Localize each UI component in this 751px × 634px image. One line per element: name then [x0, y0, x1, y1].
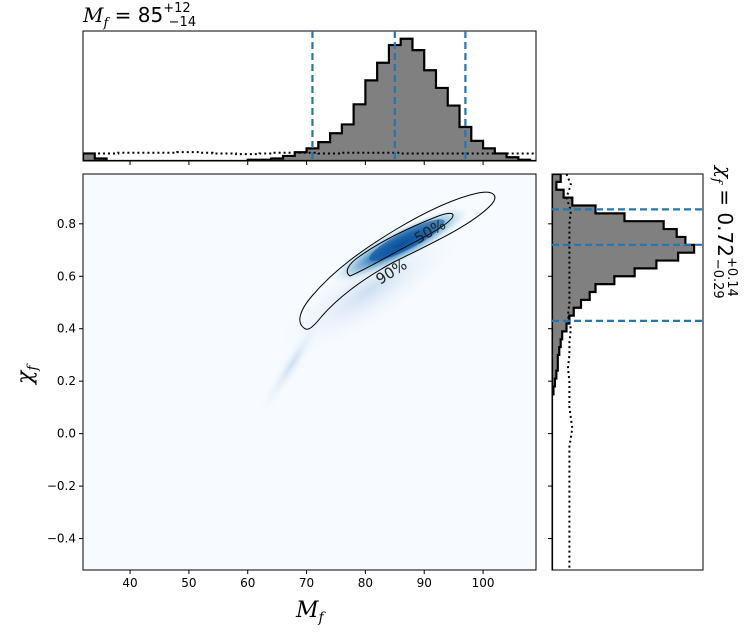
right-marginal-panel	[548, 173, 704, 571]
y-axis-label: χf	[13, 363, 41, 386]
main-panel-frame	[82, 173, 537, 571]
x-axis-label: Mf	[295, 598, 327, 626]
mf-histogram-bars	[83, 37, 536, 161]
y-tick-label: 0.2	[57, 374, 76, 388]
density-layer: 90% 50%	[259, 191, 496, 416]
x-tick-label: 100	[472, 576, 495, 590]
x-tick-label: 80	[358, 576, 373, 590]
density-peak	[369, 219, 445, 261]
mf-title: Mf = 85+12 −14	[82, 1, 196, 31]
x-tick-label: 60	[240, 576, 255, 590]
x-axis-ticks: 40 50 60 70 80 90 100	[122, 570, 495, 590]
mf-histogram	[83, 31, 536, 161]
top-panel-ticks	[129, 161, 484, 165]
x-tick-label: 70	[299, 576, 314, 590]
right-panel-ticks	[548, 223, 552, 540]
chi-histogram-bars	[552, 174, 696, 570]
y-tick-label: −0.4	[47, 532, 76, 546]
contour-50	[346, 212, 454, 277]
x-tick-label: 40	[122, 576, 137, 590]
contour-90	[299, 191, 496, 330]
y-tick-label: 0.6	[57, 269, 76, 283]
mf-prior-line	[83, 151, 536, 156]
y-axis-ticks: 0.8 0.6 0.4 0.2 0.0 −0.2 −0.4	[47, 217, 83, 546]
y-tick-label: 0.0	[57, 427, 76, 441]
top-marginal-panel	[82, 30, 537, 165]
main-density-panel: 90% 50% 40 50 60 70 80 90 100 0.8 0.6 0.4 0.2 0.0 −…	[47, 173, 537, 590]
density-halo	[280, 226, 460, 354]
chi-prior-line	[565, 174, 574, 570]
density-background	[83, 174, 536, 570]
chi-title: χf = 0.72+0.14−0.29	[709, 164, 739, 299]
y-tick-label: −0.2	[47, 479, 76, 493]
chi-histogram	[552, 174, 703, 570]
y-tick-label: 0.4	[57, 322, 76, 336]
x-tick-label: 90	[417, 576, 432, 590]
x-tick-label: 50	[181, 576, 196, 590]
y-tick-label: 0.8	[57, 217, 76, 231]
